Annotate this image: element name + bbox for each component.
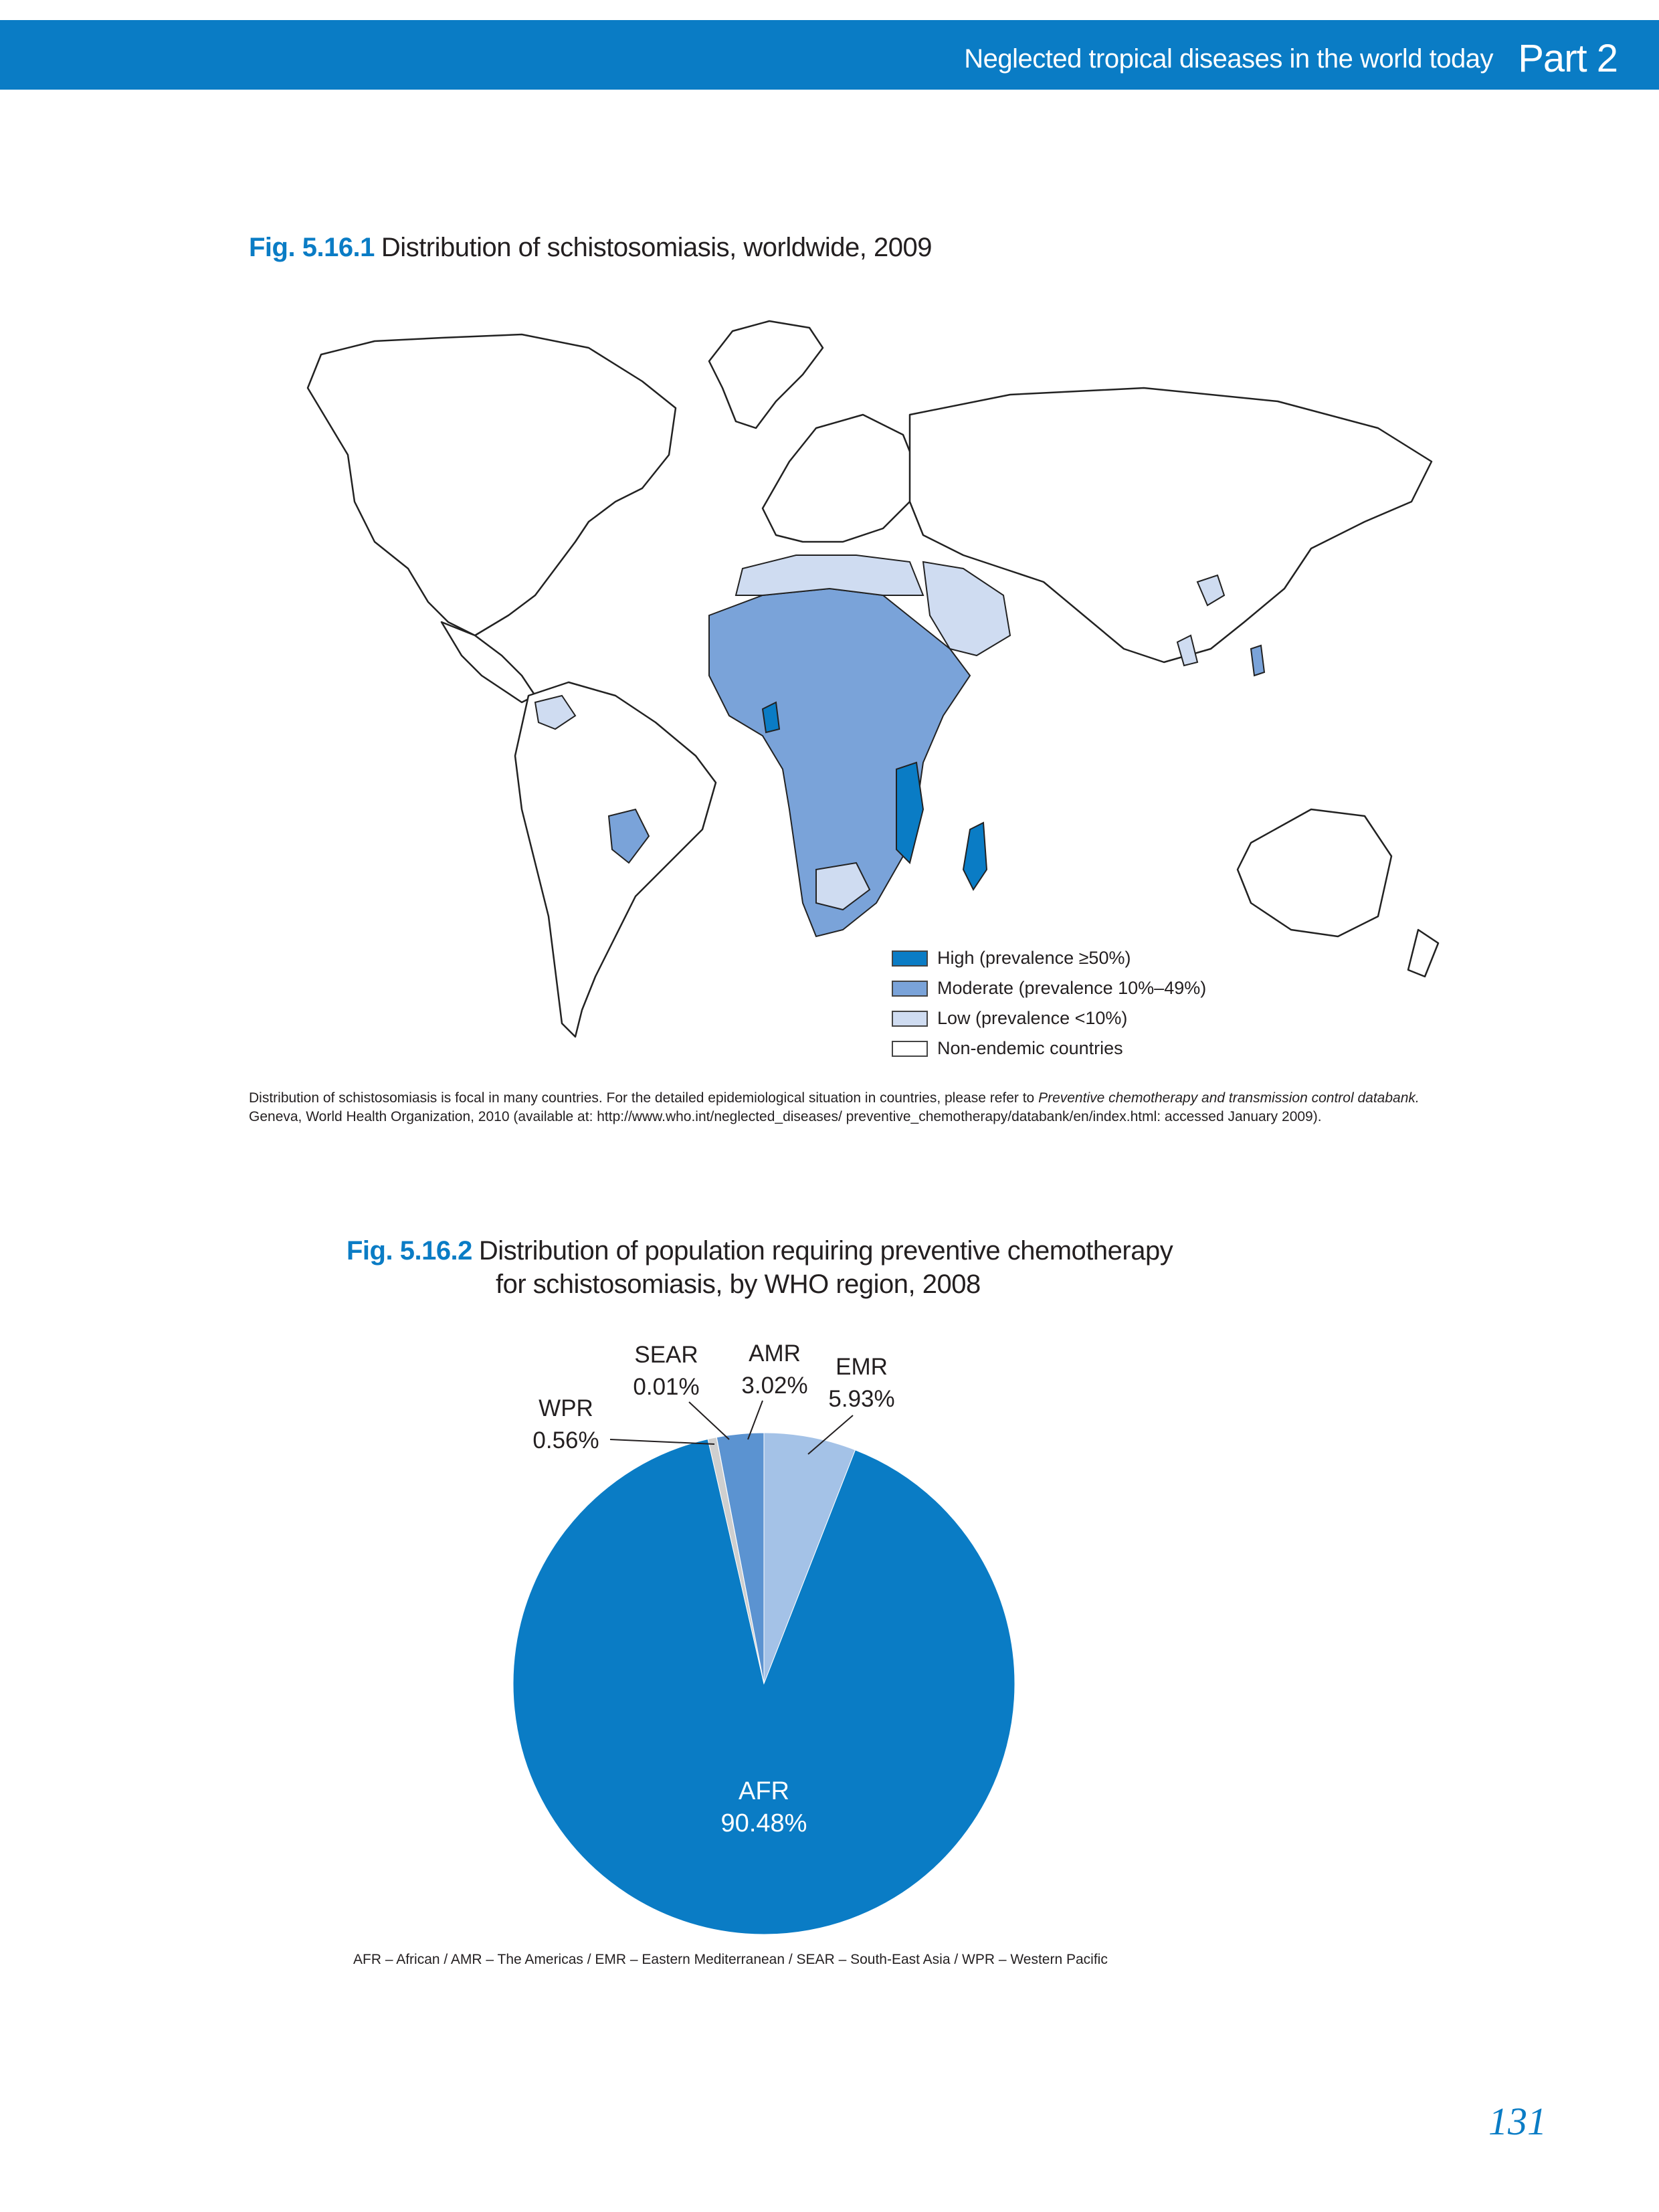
- legend-item: High (prevalence ≥50%): [892, 943, 1206, 973]
- pie-label-emr: EMR: [836, 1354, 888, 1380]
- legend-item: Non-endemic countries: [892, 1033, 1206, 1064]
- legend-label: High (prevalence ≥50%): [937, 948, 1131, 968]
- pie-slice-amr: [716, 1432, 765, 1684]
- fig2-title-line2: for schistosomiasis, by WHO region, 2008: [496, 1270, 981, 1299]
- fig2-title-line1: Distribution of population requiring pre…: [478, 1236, 1173, 1266]
- header-part: Part 2: [1518, 37, 1618, 80]
- map-philippines-moderate: [1250, 644, 1266, 677]
- map-new-zealand: [1407, 928, 1440, 978]
- pie-value-wpr: 0.56%: [532, 1427, 599, 1453]
- map-brazil-moderate: [607, 808, 650, 864]
- pie-slice-emr: [763, 1432, 856, 1684]
- pie-leader-emr: [807, 1415, 854, 1455]
- pie-slice-afr: [512, 1438, 1015, 1935]
- legend-label: Non-endemic countries: [937, 1038, 1123, 1058]
- map-north-africa-low: [735, 555, 924, 596]
- map-se-asia-low: [1176, 634, 1199, 667]
- map-china-low: [1196, 574, 1226, 607]
- map-south-america: [514, 681, 717, 1038]
- legend-item: Low (prevalence <10%): [892, 1003, 1206, 1033]
- header-band: Neglected tropical diseases in the world…: [0, 20, 1659, 90]
- map-east-africa-high: [896, 761, 924, 864]
- fig1-note-italic: Preventive chemotherapy and transmission…: [1038, 1090, 1420, 1106]
- pie-leader-wpr: [609, 1439, 715, 1445]
- pie-value-afr: 90.48%: [721, 1809, 807, 1837]
- pie-leader-sear: [688, 1401, 730, 1440]
- fig1-note-source: Geneva, World Health Organization, 2010 …: [249, 1109, 1322, 1124]
- map-venezuela-low: [534, 694, 577, 730]
- fig2-note: AFR – African / AMR – The Americas / EMR…: [353, 1952, 1108, 1967]
- pie-leader-amr: [747, 1400, 763, 1440]
- pie-value-sear: 0.01%: [633, 1374, 699, 1400]
- map-legend: High (prevalence ≥50%) Moderate (prevalen…: [892, 943, 1206, 1064]
- pie-label-amr: AMR: [749, 1340, 801, 1367]
- legend-swatch: [892, 1010, 928, 1027]
- fig2-title: Fig. 5.16.2 Distribution of population re…: [347, 1234, 1173, 1301]
- pie-label-afr: AFR: [739, 1777, 789, 1805]
- map-south-africa-low: [815, 862, 871, 911]
- pie-label-sear: SEAR: [634, 1342, 698, 1368]
- fig1-title: Fig. 5.16.1 Distribution of schistosomias…: [249, 231, 932, 264]
- map-north-america: [306, 333, 677, 637]
- legend-swatch: [892, 1040, 928, 1057]
- pie-value-amr: 3.02%: [741, 1373, 807, 1399]
- map-west-africa-high: [761, 701, 781, 734]
- legend-label: Moderate (prevalence 10%–49%): [937, 978, 1207, 998]
- map-australia: [1236, 808, 1393, 938]
- fig1-title-text: Distribution of schistosomiasis, worldwi…: [381, 233, 933, 262]
- world-map: [306, 320, 1440, 1038]
- pie-label-wpr: WPR: [539, 1395, 593, 1421]
- legend-item: Moderate (prevalence 10%–49%): [892, 973, 1206, 1003]
- legend-swatch: [892, 980, 928, 997]
- fig1-note-text: Distribution of schistosomiasis is focal…: [249, 1090, 1039, 1106]
- page-number: 131: [1488, 2100, 1547, 2143]
- pie-value-emr: 5.93%: [828, 1386, 894, 1412]
- header-subtitle: Neglected tropical diseases in the world…: [964, 44, 1493, 74]
- fig1-note: Distribution of schistosomiasis is focal…: [249, 1089, 1473, 1126]
- fig2-number: Fig. 5.16.2: [347, 1236, 472, 1266]
- fig1-number: Fig. 5.16.1: [249, 233, 375, 262]
- map-madagascar-high: [962, 821, 988, 891]
- map-asia: [908, 387, 1433, 664]
- legend-swatch: [892, 950, 928, 967]
- map-arabia-low: [922, 561, 1011, 657]
- map-greenland: [708, 320, 824, 429]
- legend-label: Low (prevalence <10%): [937, 1008, 1128, 1028]
